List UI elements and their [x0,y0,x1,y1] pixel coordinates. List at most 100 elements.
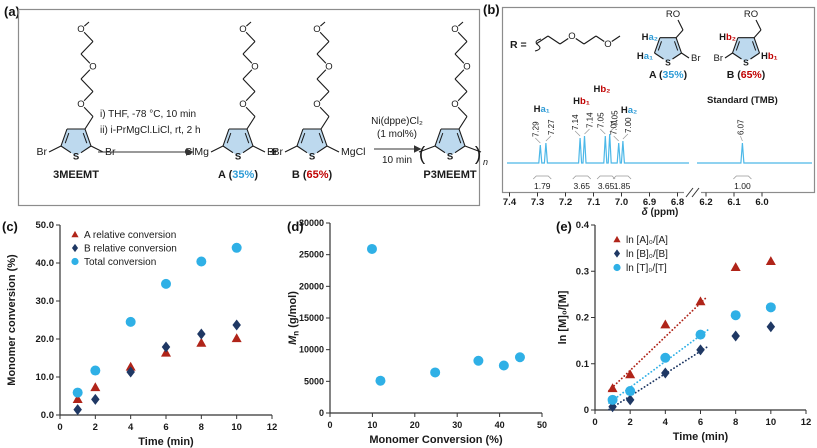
svg-text:O: O [77,99,84,110]
x-tick-label: 10 [766,417,777,428]
legend-entry: ln [A]₀/[A] [626,235,668,246]
svg-text:Hb₁: Hb₁ [761,51,778,62]
substituent-right: MgCl [341,146,366,158]
x-tick-label: 2 [628,417,633,428]
y-tick-label: 40.0 [36,258,55,269]
x-tick-label: 4 [128,422,134,433]
peak-shift-label: 7.27 [547,119,556,135]
peak-shift-label: 7.14 [571,114,580,130]
y-tick-label: 0.0 [41,410,54,421]
x-axis-title: Time (min) [673,431,729,443]
peak-shift-label: 7.05 [611,110,620,126]
series-a-relative-conversion [72,333,242,403]
svg-text:O: O [451,99,458,110]
ro-group: RO [744,9,758,20]
series-ln-t-t- [607,302,776,405]
trendline [608,296,708,392]
axis-tick-label: 7.4 [503,197,517,208]
chart-monomer-conversion: 0 2 4 6 8 10 12 0.0 10.0 20.0 30.0 40.0 50.0 Time (mi… [6,220,277,448]
isomer-label: A (35%) [649,69,687,81]
plus-sign: + [269,144,277,159]
series-b-relative-conversion [73,319,241,416]
y-tick-label: 15000 [299,313,324,323]
trendline [608,328,710,404]
halogen: Br [691,53,701,64]
axis-tick-label: 7.2 [559,197,572,208]
chart-c-content: 0 2 4 6 8 10 12 0.0 10.0 20.0 30.0 40.0 50.0 Time (mi… [6,220,277,448]
x-tick-label: 10 [367,420,377,430]
x-tick-label: 4 [663,417,669,428]
peak-shift-label: 7.00 [624,117,633,133]
series-mn-vs-conversion [366,243,525,386]
svg-text:O: O [89,62,96,73]
svg-text:S: S [73,152,79,163]
y-axis-title: ln [M]₀/[M] [557,290,569,344]
axis-tick-label: 7.3 [531,197,544,208]
svg-text:Ha₂: Ha₂ [642,32,658,43]
svg-text:Ha₁: Ha₁ [637,51,653,62]
peak-shift-label: 7.29 [531,121,540,137]
y-tick-label: 30000 [299,218,324,228]
y-tick-label: 0 [319,408,324,418]
x-tick-label: 0 [592,417,597,428]
y-tick-label: 25000 [299,250,324,260]
y-tick-label: 30.0 [36,296,55,307]
chart-d-content: 0 10 20 30 40 50 0 5000 10000 15000 20000 25000 3000… [287,218,547,446]
svg-text:O: O [239,99,246,110]
r-group-label: R = [510,39,527,51]
catalyst-line-2: (1 mol%) [377,129,417,140]
compound-name: P3MEEMT [423,169,476,181]
svg-text:): ) [475,144,481,165]
integral-value: 1.79 [534,181,551,191]
x-tick-label: 6 [698,417,703,428]
y-tick-label: 0.1 [576,359,590,370]
catalyst-time: 10 min [382,155,412,166]
peak-shift-label: 6.07 [736,119,745,135]
svg-text:S: S [665,58,671,68]
x-tick-label: 8 [733,417,738,428]
svg-text:Hb₂: Hb₂ [719,32,736,43]
svg-text:S: S [309,152,315,163]
x-tick-label: 40 [495,420,505,430]
svg-text:O: O [463,62,470,73]
axis-tick-label: 6.0 [755,197,768,208]
svg-text:O: O [251,62,258,73]
svg-text:O: O [313,24,320,35]
x-axis-title: Monomer Conversion (%) [369,434,503,446]
integral-value: 3.65 [573,181,590,191]
compound-name: 3MEEMT [53,169,99,181]
x-tick-label: 10 [231,422,242,433]
axis-tick-label: 6.2 [699,197,712,208]
chart-e-content: 0 2 4 6 8 10 12 0 0.1 0.2 0.3 0.4 Time (min) ln [M]₀/… [557,220,811,443]
catalyst-line-1: Ni(dppe)Cl₂ [371,116,423,127]
series-ln-b-b- [608,321,776,413]
x-tick-label: 30 [452,420,462,430]
svg-text:O: O [77,24,84,35]
series-ln-a-a- [607,256,776,393]
peak-shift-label: 7.05 [596,112,605,128]
svg-text:S: S [447,152,453,163]
legend-entry: ln [T]₀/[T] [626,263,667,274]
series-total-conversion [72,242,242,398]
nmr-trace-left [507,133,689,164]
structure-B-small: S RO Br Hb₁ Hb₂ B (65%) [714,9,778,81]
structure-A-small: S RO Br Ha₁ Ha₂ A (35%) [637,9,701,81]
peak-shift-label: 7.14 [586,112,595,128]
y-tick-label: 10.0 [36,372,55,383]
x-tick-label: 8 [199,422,204,433]
axis-tick-label: 7.1 [587,197,601,208]
x-tick-label: 50 [537,420,547,430]
integral-value: 1.85 [614,181,631,191]
svg-text:O: O [239,24,246,35]
svg-text:O: O [451,24,458,35]
reaction-conditions-2: ii) i-PrMgCl.LiCl, rt, 2 h [100,125,201,136]
y-axis-title: Monomer conversion (%) [6,254,18,386]
x-tick-label: 0 [327,420,332,430]
chart-kinetics: 0 2 4 6 8 10 12 0 0.1 0.2 0.3 0.4 Time (min) ln [M]₀/… [557,220,811,443]
svg-text:(: ( [419,144,426,165]
svg-text:O: O [313,99,320,110]
x-tick-label: 2 [93,422,98,433]
